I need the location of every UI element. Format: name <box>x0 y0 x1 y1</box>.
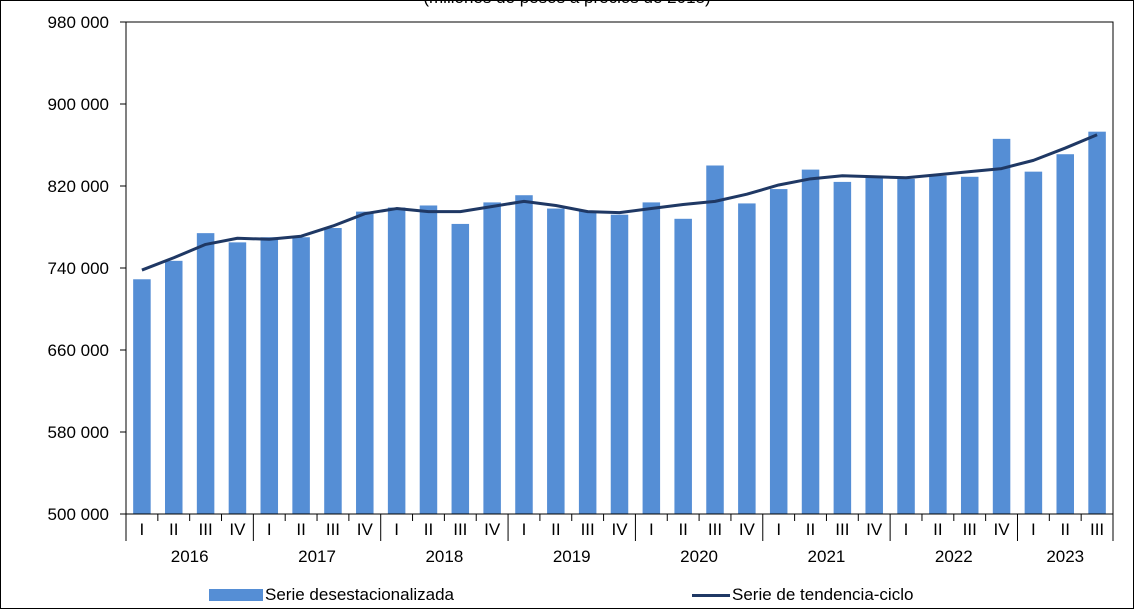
legend-item-trend-series: Serie de tendencia-ciclo <box>692 584 913 606</box>
y-tick-label: 580 000 <box>48 423 109 442</box>
x-year-label: 2021 <box>808 547 846 566</box>
bar-7 <box>324 228 342 514</box>
x-quarter-label: IV <box>229 520 246 539</box>
x-quarter-label: IV <box>739 520 756 539</box>
x-quarter-label: II <box>169 520 178 539</box>
x-quarter-label: III <box>708 520 722 539</box>
x-quarter-label: I <box>904 520 909 539</box>
legend-swatch-bar <box>209 589 263 601</box>
legend-item-bar-series: Serie desestacionalizada <box>209 584 454 606</box>
x-quarter-label: III <box>835 520 849 539</box>
bar-22 <box>801 169 820 514</box>
x-quarter-label: II <box>806 520 815 539</box>
chart-subtitle: (millones de pesos a precios de 2018) <box>0 0 1134 8</box>
x-quarter-label: I <box>522 520 527 539</box>
x-quarter-label: IV <box>611 520 628 539</box>
bar-21 <box>769 189 788 514</box>
bar-29 <box>1024 171 1043 514</box>
y-tick-label: 740 000 <box>48 259 109 278</box>
bar-25 <box>897 178 915 514</box>
bar-13 <box>515 195 533 514</box>
bar-26 <box>929 175 947 514</box>
x-quarter-label: IV <box>484 520 501 539</box>
x-quarter-label: I <box>140 520 145 539</box>
legend-label-trend-series: Serie de tendencia-ciclo <box>732 585 914 604</box>
bar-11 <box>451 223 470 515</box>
bar-24 <box>865 177 883 515</box>
bar-4 <box>228 242 247 514</box>
x-quarter-label: III <box>326 520 340 539</box>
bar-28 <box>992 138 1011 514</box>
x-year-label: 2020 <box>680 547 718 566</box>
bar-31 <box>1088 131 1106 515</box>
bar-14 <box>547 208 565 515</box>
bar-18 <box>674 218 692 515</box>
bar-16 <box>610 214 629 514</box>
x-year-label: 2022 <box>935 547 973 566</box>
y-tick-label: 980 000 <box>48 13 109 32</box>
legend-label-bar-series: Serie desestacionalizada <box>265 585 455 604</box>
bar-15 <box>578 210 597 514</box>
bar-1 <box>133 279 151 514</box>
y-tick-label: 900 000 <box>48 95 109 114</box>
bar-10 <box>419 205 438 514</box>
x-quarter-label: I <box>776 520 781 539</box>
bar-30 <box>1056 154 1074 514</box>
bar-2 <box>165 260 183 514</box>
bar-20 <box>738 203 756 515</box>
x-quarter-label: I <box>1031 520 1036 539</box>
x-quarter-label: II <box>551 520 560 539</box>
x-quarter-label: IV <box>994 520 1011 539</box>
x-year-label: 2016 <box>171 547 209 566</box>
x-quarter-label: III <box>453 520 467 539</box>
x-quarter-label: II <box>424 520 433 539</box>
x-year-label: 2019 <box>553 547 591 566</box>
bar-19 <box>706 165 724 514</box>
x-quarter-label: II <box>1061 520 1070 539</box>
x-year-label: 2018 <box>425 547 463 566</box>
bar-23 <box>833 181 852 514</box>
bar-27 <box>960 176 979 514</box>
x-quarter-label: IV <box>357 520 374 539</box>
bar-3 <box>196 233 215 514</box>
bar-8 <box>356 211 374 514</box>
x-year-label: 2023 <box>1046 547 1084 566</box>
x-quarter-label: III <box>199 520 213 539</box>
x-quarter-label: III <box>581 520 595 539</box>
bar-17 <box>642 202 661 514</box>
x-quarter-label: I <box>649 520 654 539</box>
x-quarter-label: IV <box>866 520 883 539</box>
x-quarter-label: II <box>933 520 942 539</box>
x-quarter-label: II <box>678 520 687 539</box>
bar-5 <box>260 237 279 514</box>
bar-6 <box>292 237 310 514</box>
x-quarter-label: II <box>296 520 305 539</box>
trend-line <box>141 133 1098 272</box>
x-year-label: 2017 <box>298 547 336 566</box>
x-quarter-label: III <box>963 520 977 539</box>
x-quarter-label: I <box>394 520 399 539</box>
legend-swatch-line <box>692 593 730 597</box>
y-tick-label: 820 000 <box>48 177 109 196</box>
bar-9 <box>387 207 406 514</box>
y-tick-label: 660 000 <box>48 341 109 360</box>
x-quarter-label: III <box>1090 520 1104 539</box>
bar-12 <box>483 202 501 514</box>
x-quarter-label: I <box>267 520 272 539</box>
y-tick-label: 500 000 <box>48 505 109 524</box>
